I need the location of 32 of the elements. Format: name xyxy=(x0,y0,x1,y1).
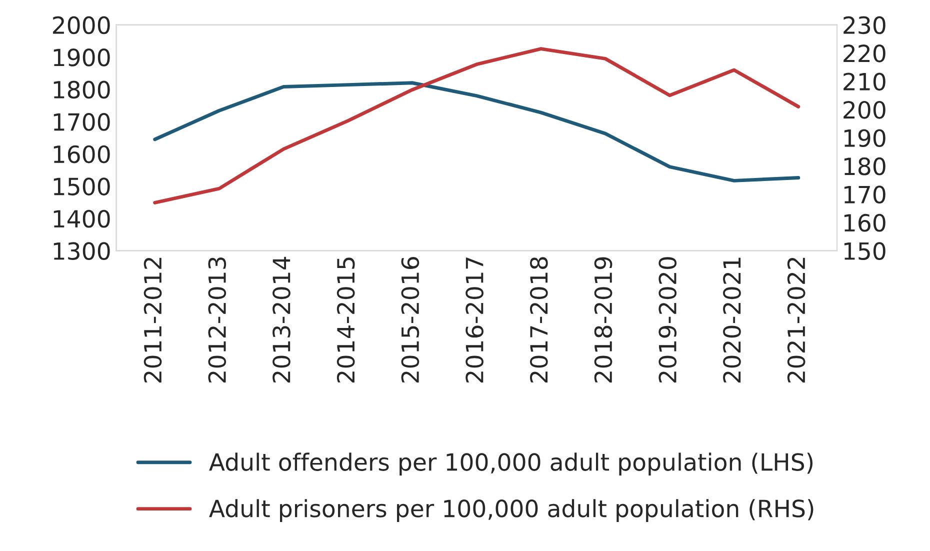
y2-tick-label: 190 xyxy=(844,129,886,148)
x-tick-label: 2011-2012 xyxy=(144,258,162,383)
y2-tick-label: 220 xyxy=(844,44,886,62)
y-tick-label: 1400 xyxy=(54,210,110,228)
y2-tick-label: 150 xyxy=(844,242,886,260)
y-tick-label: 1600 xyxy=(54,145,110,164)
y2-tick-label: 170 xyxy=(844,186,886,204)
y-tick-label: 1800 xyxy=(54,80,110,99)
x-tick-label: 2021-2022 xyxy=(787,258,806,383)
x-tick-label: 2020-2021 xyxy=(723,258,741,383)
x-tick-label: 2013-2014 xyxy=(272,256,290,383)
x-tick-label: 2017-2018 xyxy=(530,257,548,383)
x-tick-label: 2019-2020 xyxy=(658,257,677,383)
y2-tick-label: 160 xyxy=(844,214,886,232)
x-tick-label: 2014-2015 xyxy=(336,258,355,383)
y2-tick-label: 210 xyxy=(844,72,886,91)
y2-tick-label: 200 xyxy=(844,100,886,119)
y-tick-label: 1900 xyxy=(54,48,110,66)
x-tick-label: 2012-2013 xyxy=(208,257,226,383)
y-tick-label: 1700 xyxy=(54,113,110,131)
x-tick-label: 2015-2016 xyxy=(401,257,420,383)
y2-tick-label: 230 xyxy=(844,16,886,34)
legend-label: Adult offenders per 100,000 adult population (LHS) xyxy=(209,452,813,476)
y-tick-label: 2000 xyxy=(53,16,110,34)
y-tick-label: 1500 xyxy=(54,178,110,196)
line-series xyxy=(153,47,800,204)
y-tick-label: 1300 xyxy=(54,242,110,260)
legend-label: Adult prisoners per 100,000 adult population (RHS) xyxy=(209,499,814,522)
x-tick-label: 2018-2019 xyxy=(594,257,612,383)
y2-tick-label: 180 xyxy=(844,157,886,176)
line-series xyxy=(153,81,800,182)
x-tick-label: 2016-2017 xyxy=(466,258,484,383)
